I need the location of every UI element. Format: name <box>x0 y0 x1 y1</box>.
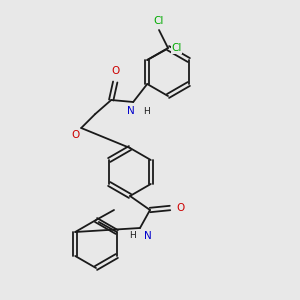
Text: H: H <box>129 231 136 240</box>
Text: Cl: Cl <box>171 43 182 53</box>
Text: O: O <box>176 203 184 213</box>
Text: Cl: Cl <box>154 16 164 26</box>
Text: H: H <box>143 107 150 116</box>
Text: N: N <box>128 106 135 116</box>
Text: O: O <box>111 66 119 76</box>
Text: N: N <box>144 231 152 241</box>
Text: O: O <box>71 130 79 140</box>
